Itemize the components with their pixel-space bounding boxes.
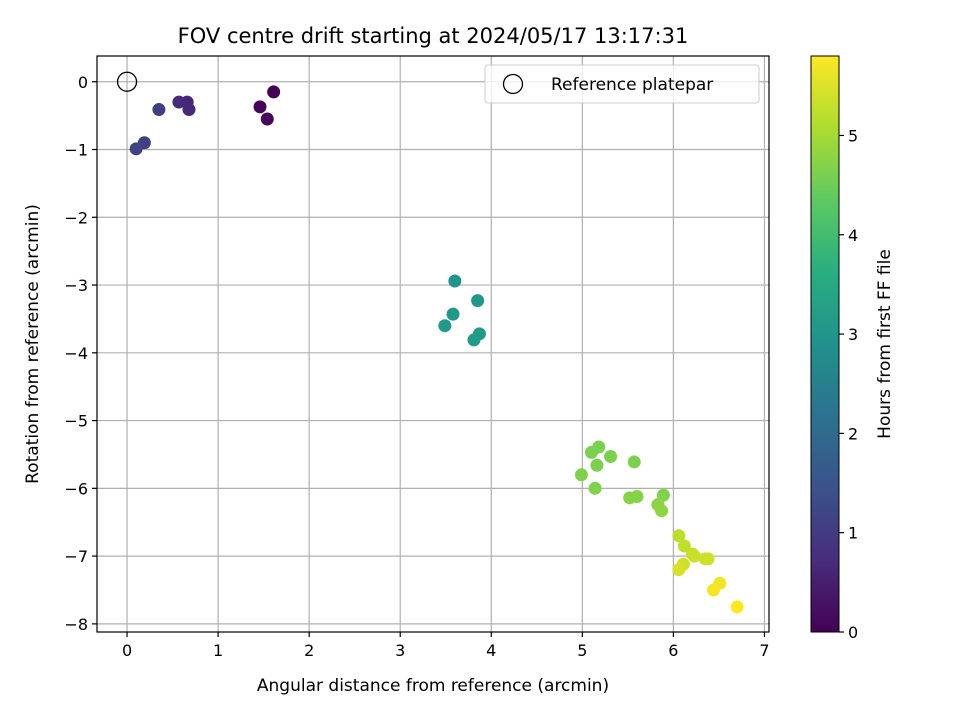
colorbar-label: Hours from first FF file — [875, 249, 895, 439]
data-point — [584, 445, 598, 459]
y-tick-label: −5 — [64, 412, 88, 431]
reference-platepar-marker — [116, 71, 138, 92]
y-tick-label: −4 — [64, 344, 88, 363]
y-tick-label: 0 — [78, 73, 88, 92]
y-tick-label: −3 — [64, 276, 88, 295]
data-point — [152, 103, 166, 117]
x-tick-label: 1 — [213, 641, 223, 660]
data-point — [448, 274, 462, 288]
data-point — [677, 539, 691, 553]
plot-frame — [96, 55, 770, 633]
data-point — [604, 449, 618, 463]
grid — [97, 56, 769, 632]
data-point — [588, 481, 602, 495]
colorbar-tick-label: 2 — [848, 424, 858, 443]
data-point — [260, 112, 274, 126]
data-point — [701, 552, 715, 566]
x-tick-label: 2 — [304, 641, 314, 660]
y-tick-label: −8 — [64, 615, 88, 634]
chart-title: FOV centre drift starting at 2024/05/17 … — [178, 24, 689, 48]
legend-reference-label: Reference platepar — [551, 75, 713, 95]
y-tick-label: −2 — [64, 208, 88, 227]
colorbar-tick-label: 3 — [848, 325, 858, 344]
x-tick-label: 3 — [395, 641, 405, 660]
data-point — [438, 319, 452, 333]
data-point — [656, 488, 670, 502]
y-tick-label: −6 — [64, 479, 88, 498]
data-point — [574, 468, 588, 482]
x-tick-label: 5 — [577, 641, 587, 660]
data-point — [730, 600, 744, 614]
x-tick-label: 0 — [122, 641, 132, 660]
colorbar — [810, 55, 840, 633]
x-axis-ticks: 0 1 2 3 4 5 6 7 — [122, 632, 770, 660]
x-axis-label: Angular distance from reference (arcmin) — [257, 676, 609, 696]
data-point — [655, 504, 669, 518]
x-tick-label: 7 — [759, 641, 769, 660]
data-point — [253, 100, 267, 114]
y-axis-ticks: 0 −1 −2 −3 −4 −5 −6 −7 −8 — [64, 73, 97, 634]
colorbar-tick-label: 5 — [848, 126, 858, 145]
data-point — [471, 294, 485, 308]
colorbar-tick-label: 4 — [848, 226, 858, 245]
data-point — [590, 458, 604, 472]
y-axis-label: Rotation from reference (arcmin) — [23, 204, 43, 484]
colorbar-tick-label: 1 — [848, 524, 858, 543]
data-points — [129, 85, 744, 614]
x-tick-label: 4 — [486, 641, 496, 660]
data-point — [627, 455, 641, 469]
y-tick-label: −1 — [64, 141, 88, 160]
data-point — [672, 529, 686, 543]
legend-box — [484, 64, 760, 104]
data-point — [706, 583, 720, 597]
data-point — [182, 103, 196, 117]
reference-layer — [116, 71, 138, 92]
colorbar-tick-label: 0 — [848, 623, 858, 642]
legend-reference-marker — [502, 73, 524, 95]
data-point — [267, 85, 281, 99]
y-tick-label: −7 — [64, 547, 88, 566]
x-tick-label: 6 — [668, 641, 678, 660]
data-point — [687, 549, 701, 563]
data-point — [672, 563, 686, 577]
data-point — [467, 333, 481, 347]
data-point — [129, 142, 143, 156]
data-point — [172, 95, 186, 109]
data-point — [446, 307, 460, 321]
colorbar-ticks: 0 1 2 3 4 5 — [839, 126, 858, 642]
legend: Reference platepar — [484, 64, 760, 104]
data-point — [623, 491, 637, 505]
